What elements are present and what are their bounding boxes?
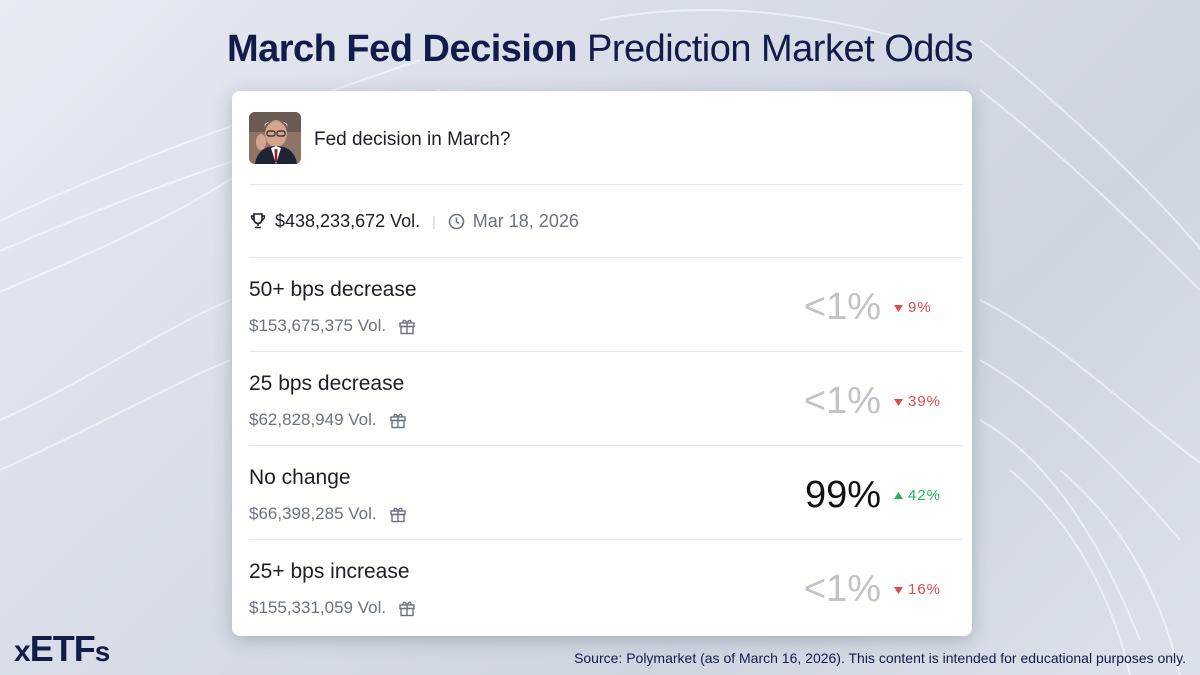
- outcome-probability: <1%: [803, 286, 881, 328]
- outcome-change-value: 39%: [908, 393, 942, 410]
- headline-bold: March Fed Decision: [226, 28, 577, 70]
- logo-x: x: [14, 635, 31, 668]
- triangle-up-icon: [894, 491, 903, 499]
- outcome-change-value: 9%: [908, 299, 932, 316]
- outcome-change: 16%: [893, 581, 941, 598]
- gift-icon[interactable]: [398, 599, 416, 617]
- total-volume: $438,233,672 Vol.: [275, 210, 421, 231]
- outcome-volume: $62,828,949 Vol.: [249, 410, 407, 430]
- source-note: Source: Polymarket (as of March 16, 2026…: [574, 650, 1186, 666]
- market-title[interactable]: Fed decision in March?: [314, 129, 511, 150]
- outcome-volume-text: $66,398,285 Vol.: [249, 504, 377, 523]
- gift-icon[interactable]: [389, 411, 407, 429]
- end-date: Mar 18, 2026: [472, 210, 579, 231]
- outcome-probability: <1%: [803, 568, 881, 610]
- outcome-name: 50+ bps decrease: [249, 278, 417, 301]
- outcome-name: 25 bps decrease: [249, 372, 405, 395]
- outcome-volume: $66,398,285 Vol.: [249, 504, 407, 524]
- outcome-volume-text: $62,828,949 Vol.: [249, 410, 377, 429]
- portrait-image: [249, 112, 301, 164]
- triangle-down-icon: [894, 586, 903, 594]
- market-meta: $438,233,672 Vol. | Mar 18, 2026: [249, 185, 963, 258]
- outcome-change: 39%: [893, 393, 941, 410]
- outcome-volume-text: $155,331,059 Vol.: [249, 598, 387, 617]
- outcome-row[interactable]: 50+ bps decrease $153,675,375 Vol. <1% 9…: [249, 258, 963, 352]
- outcome-name: 25+ bps increase: [249, 560, 410, 583]
- outcome-probability: <1%: [803, 380, 881, 422]
- page-headline: March Fed Decision Prediction Market Odd…: [0, 28, 1200, 71]
- headline-rest: Prediction Market Odds: [586, 28, 974, 70]
- outcome-change: 42%: [893, 487, 941, 504]
- clock-icon: [448, 213, 465, 229]
- outcome-name: No change: [249, 466, 351, 489]
- triangle-down-icon: [894, 304, 903, 312]
- outcome-row[interactable]: 25 bps decrease $62,828,949 Vol. <1% 39%: [249, 352, 963, 446]
- market-avatar: [249, 112, 301, 164]
- outcome-change: 9%: [893, 299, 932, 316]
- outcome-row[interactable]: 25+ bps increase $155,331,059 Vol. <1% 1…: [249, 540, 963, 634]
- outcome-probability: 99%: [804, 474, 881, 516]
- gift-icon[interactable]: [398, 317, 416, 335]
- outcome-volume-text: $153,675,375 Vol.: [249, 316, 387, 335]
- meta-separator: |: [432, 213, 436, 229]
- market-card: Fed decision in March? $438,233,672 Vol.…: [232, 91, 972, 636]
- outcome-change-value: 42%: [908, 487, 942, 504]
- outcome-volume: $155,331,059 Vol.: [249, 598, 416, 618]
- trophy-icon: [250, 213, 266, 229]
- xetfs-logo: xETFs: [14, 628, 111, 670]
- logo-s: s: [94, 636, 111, 667]
- triangle-down-icon: [894, 398, 903, 406]
- outcome-row[interactable]: No change $66,398,285 Vol. 99% 42%: [249, 446, 963, 540]
- outcome-volume: $153,675,375 Vol.: [249, 316, 416, 336]
- logo-main: ETF: [29, 628, 96, 669]
- outcome-change-value: 16%: [908, 581, 942, 598]
- gift-icon[interactable]: [389, 505, 407, 523]
- market-header: Fed decision in March?: [249, 112, 963, 185]
